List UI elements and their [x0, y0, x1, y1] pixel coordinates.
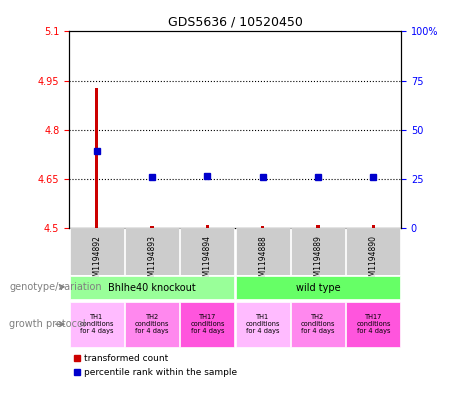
Text: TH1
conditions
for 4 days: TH1 conditions for 4 days [80, 314, 114, 334]
FancyBboxPatch shape [236, 228, 290, 275]
FancyBboxPatch shape [346, 228, 401, 275]
Text: GSM1194889: GSM1194889 [313, 235, 323, 286]
Text: TH2
conditions
for 4 days: TH2 conditions for 4 days [301, 314, 335, 334]
Text: growth protocol: growth protocol [9, 319, 86, 329]
Bar [150, 226, 154, 228]
FancyBboxPatch shape [291, 301, 345, 347]
Bar [206, 225, 209, 228]
FancyBboxPatch shape [236, 276, 401, 299]
Bar [95, 88, 99, 228]
Text: Bhlhe40 knockout: Bhlhe40 knockout [108, 283, 196, 293]
Text: GSM1194888: GSM1194888 [258, 235, 267, 286]
FancyBboxPatch shape [70, 301, 124, 347]
Text: GSM1194890: GSM1194890 [369, 235, 378, 286]
Text: GSM1194893: GSM1194893 [148, 235, 157, 286]
Text: genotype/variation: genotype/variation [9, 282, 102, 292]
FancyBboxPatch shape [70, 276, 235, 299]
FancyBboxPatch shape [180, 301, 235, 347]
Text: TH1
conditions
for 4 days: TH1 conditions for 4 days [246, 314, 280, 334]
FancyBboxPatch shape [125, 228, 179, 275]
Title: GDS5636 / 10520450: GDS5636 / 10520450 [168, 16, 302, 29]
Text: TH17
conditions
for 4 days: TH17 conditions for 4 days [190, 314, 225, 334]
Text: wild type: wild type [296, 283, 340, 293]
FancyBboxPatch shape [236, 301, 290, 347]
FancyBboxPatch shape [125, 301, 179, 347]
Text: TH2
conditions
for 4 days: TH2 conditions for 4 days [135, 314, 169, 334]
FancyBboxPatch shape [70, 228, 124, 275]
Text: GSM1194894: GSM1194894 [203, 235, 212, 286]
Bar [316, 225, 320, 228]
FancyBboxPatch shape [346, 301, 401, 347]
FancyBboxPatch shape [291, 228, 345, 275]
Text: TH17
conditions
for 4 days: TH17 conditions for 4 days [356, 314, 390, 334]
Text: GSM1194892: GSM1194892 [92, 235, 101, 286]
FancyBboxPatch shape [180, 228, 235, 275]
Bar [261, 226, 265, 228]
Bar [372, 225, 375, 228]
Legend: transformed count, percentile rank within the sample: transformed count, percentile rank withi… [74, 354, 237, 377]
